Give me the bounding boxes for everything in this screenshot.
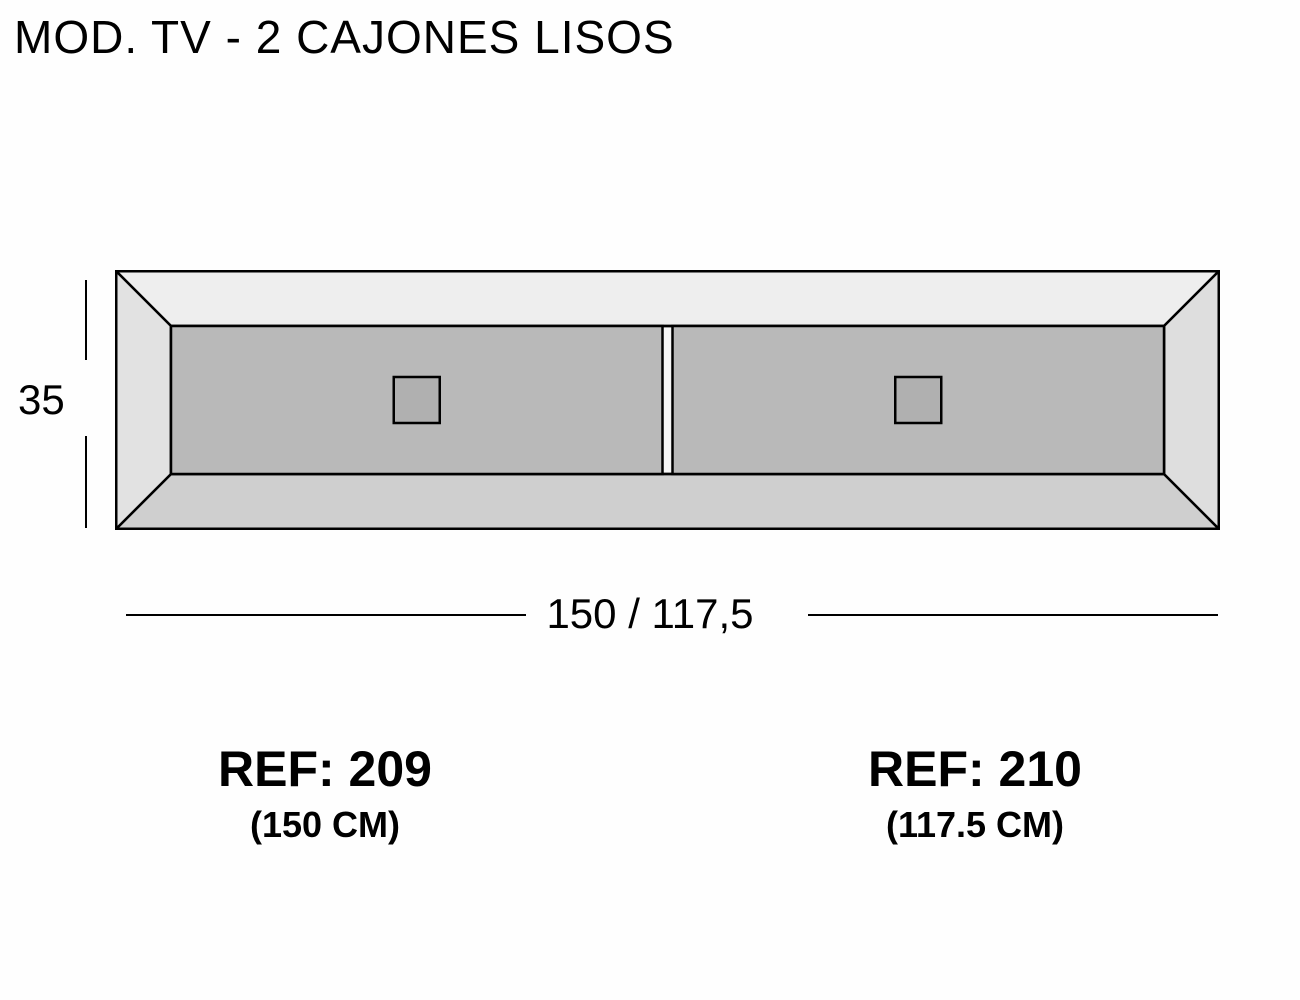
product-title: MOD. TV - 2 CAJONES LISOS [14,10,675,64]
ref-block-209: REF: 209 (150 CM) [218,740,432,846]
dim-height-line-bottom [85,436,87,528]
ref-size: (117.5 CM) [868,804,1082,846]
dim-height-line-top [85,280,87,360]
ref-title: REF: 209 [218,740,432,798]
ref-size: (150 CM) [218,804,432,846]
page: MOD. TV - 2 CAJONES LISOS 35 150 / 117,5… [0,0,1300,1000]
dim-height-label: 35 [18,376,65,424]
references-row: REF: 209 (150 CM) REF: 210 (117.5 CM) [0,740,1300,846]
module-drawing [115,270,1220,530]
ref-block-210: REF: 210 (117.5 CM) [868,740,1082,846]
dim-width-line-right [808,614,1218,616]
ref-title: REF: 210 [868,740,1082,798]
